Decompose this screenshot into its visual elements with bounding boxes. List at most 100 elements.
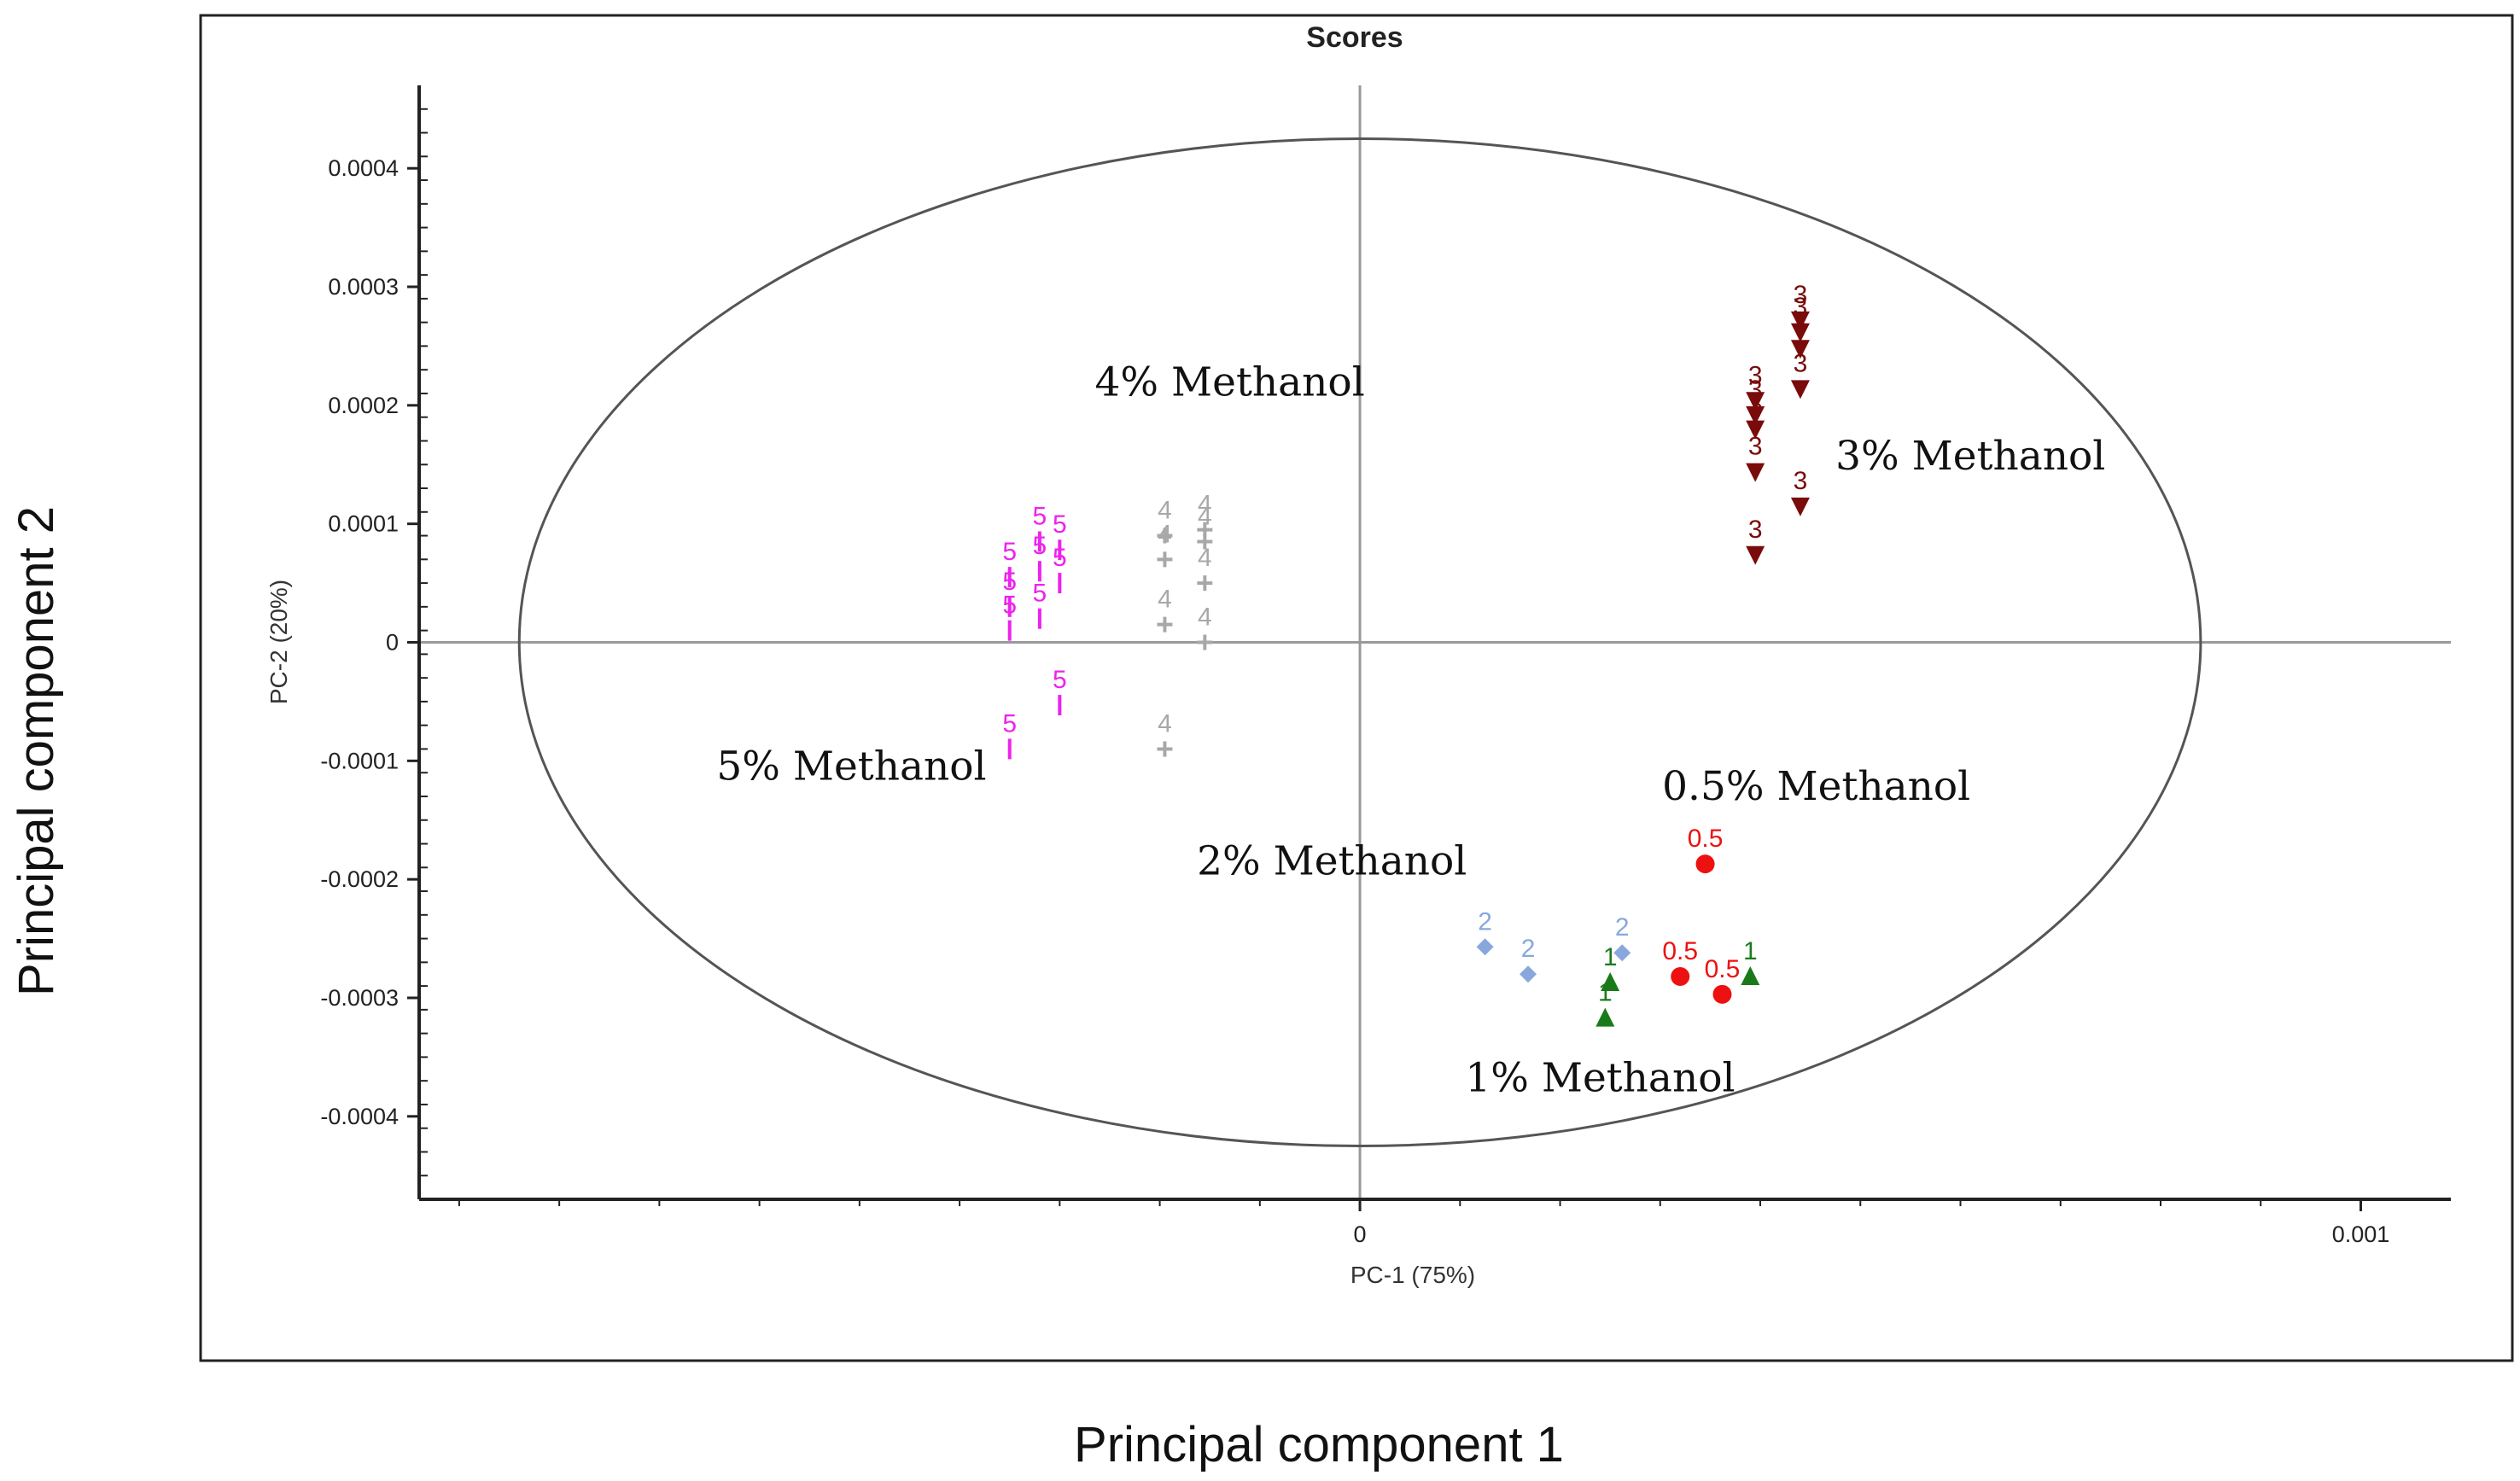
data-point: 4: [1197, 491, 1213, 538]
data-point-marker: [1790, 380, 1810, 399]
data-point: 5: [1002, 709, 1017, 760]
data-point-marker: [1197, 522, 1213, 538]
data-point-label: 2: [1521, 935, 1536, 963]
data-point-label: 3: [1794, 467, 1808, 495]
data-point-label: 0.5: [1688, 825, 1724, 853]
data-point: 4: [1197, 603, 1213, 650]
data-point-marker: [1790, 311, 1810, 330]
data-point-label: 1: [1598, 979, 1613, 1007]
data-point-label: 3: [1748, 516, 1763, 544]
group-annotation: 1% Methanol: [1465, 1055, 1735, 1102]
data-point: 4: [1197, 502, 1213, 550]
data-point-marker: [1157, 616, 1173, 633]
data-point: 3: [1790, 281, 1810, 330]
data-point: 3: [1746, 433, 1765, 482]
y-tick-label: 0.0001: [328, 511, 399, 537]
data-point-label: 5: [1033, 502, 1047, 530]
series-group: 1 1 1: [1595, 937, 1760, 1027]
data-point: 2: [1476, 907, 1494, 956]
data-point-marker: [1790, 340, 1810, 359]
data-point: 4: [1197, 544, 1213, 592]
data-point-marker: [1197, 575, 1213, 592]
data-point: 2: [1613, 913, 1631, 962]
group-annotation: 3% Methanol: [1835, 433, 2105, 480]
data-point-label: 5: [1053, 510, 1067, 539]
data-point: 3: [1746, 516, 1765, 565]
data-point-marker: [1790, 323, 1810, 342]
data-point-marker: [1790, 497, 1810, 516]
y-tick-label: 0.0003: [328, 274, 399, 300]
data-point-marker: [1595, 1007, 1615, 1027]
figure-frame: [199, 14, 2514, 1362]
data-point-marker: [1712, 984, 1732, 1004]
series-group: 5555555555: [1002, 502, 1067, 760]
data-point-label: 4: [1158, 709, 1172, 738]
data-point: 3: [1790, 467, 1810, 516]
data-point-marker: [1746, 545, 1765, 565]
x-tick-label: 0: [1354, 1222, 1367, 1247]
data-point-marker: [1476, 938, 1494, 956]
group-annotation: 0.5% Methanol: [1662, 763, 1970, 810]
data-point-marker: [1157, 528, 1173, 544]
data-point: 5: [1053, 666, 1067, 716]
data-point: 1: [1595, 979, 1615, 1027]
data-point: 3: [1790, 349, 1810, 399]
series-group: 3333333333: [1746, 281, 1810, 565]
data-point: 4: [1157, 709, 1173, 757]
data-point-label: 3: [1748, 433, 1763, 461]
data-point: 5: [1033, 580, 1047, 629]
data-point-label: 2: [1478, 907, 1492, 936]
series-group: 2 2 2: [1476, 907, 1631, 983]
data-point-label: 3: [1794, 281, 1808, 309]
data-point-label: 1: [1603, 943, 1618, 971]
data-point-label: 5: [1002, 538, 1017, 566]
data-point-marker: [1601, 971, 1620, 991]
data-point-label: 0.5: [1705, 955, 1741, 983]
data-point-marker: [1695, 854, 1715, 874]
data-point-marker: [1197, 634, 1213, 650]
y-tick-label: -0.0001: [320, 748, 399, 773]
group-annotation: 2% Methanol: [1197, 838, 1467, 885]
data-point-marker: [1671, 967, 1690, 986]
data-point: 0.5: [1688, 825, 1724, 874]
data-point-marker: [1746, 420, 1765, 440]
data-point-marker: [1746, 392, 1765, 411]
data-point-label: 2: [1615, 913, 1630, 942]
data-point-label: 4: [1158, 586, 1172, 614]
series-group: 0.50.50.5: [1662, 825, 1740, 1004]
data-point-marker: [1157, 741, 1173, 757]
data-point: 5: [1002, 538, 1017, 588]
data-point: 1: [1741, 937, 1760, 985]
data-point: 2: [1520, 935, 1537, 983]
data-point-label: 4: [1198, 502, 1212, 530]
data-point-label: 4: [1158, 497, 1172, 525]
group-annotation: 5% Methanol: [716, 743, 986, 790]
x-tick-label: 0.001: [2332, 1222, 2390, 1247]
data-point-label: 1: [1743, 937, 1758, 965]
data-point-marker: [1520, 965, 1537, 983]
group-annotation: 4% Methanol: [1095, 359, 1365, 406]
data-point-label: 0.5: [1662, 937, 1698, 965]
data-point-label: 3: [1794, 349, 1808, 377]
y-tick-label: 0.0002: [328, 393, 399, 418]
y-axis-title: PC-2 (20%): [265, 580, 292, 704]
data-point: 3: [1746, 361, 1765, 411]
data-point-label: 4: [1198, 491, 1212, 519]
data-point: 0.5: [1662, 937, 1698, 986]
data-point: 1: [1601, 943, 1620, 991]
data-point-label: 4: [1198, 544, 1212, 572]
data-point-marker: [1613, 944, 1631, 962]
data-point-marker: [1746, 405, 1765, 425]
data-point-label: 5: [1002, 709, 1017, 738]
y-tick-label: -0.0002: [320, 866, 399, 892]
y-tick-label: 0: [386, 630, 399, 656]
data-point: 5: [1053, 510, 1067, 561]
x-axis-title: PC-1 (75%): [1350, 1262, 1475, 1288]
outer-x-axis-label: Principal component 1: [1074, 1417, 1564, 1472]
y-tick-label: -0.0004: [320, 1104, 399, 1129]
data-point-label: 5: [1033, 580, 1047, 608]
chart-title: Scores: [1306, 21, 1403, 54]
y-tick-label: 0.0004: [328, 155, 399, 181]
